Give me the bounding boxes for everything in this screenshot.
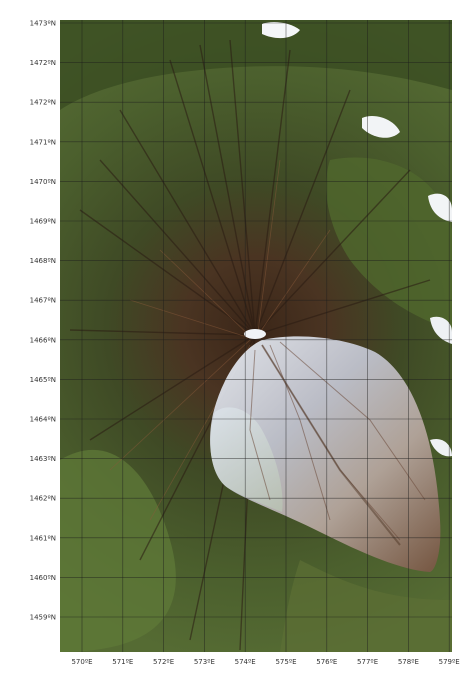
ash-gullies — [249, 341, 426, 541]
latitude-tick-label: 1460ºN — [30, 574, 56, 582]
latitude-tick-label: 1467ºN — [30, 297, 56, 305]
longitude-tick-label: 576ºE — [316, 658, 337, 666]
longitude-tick-label: 579ºE — [439, 658, 460, 666]
ash-deposit-west-lobe — [210, 407, 283, 512]
imagery-layer — [60, 20, 452, 652]
longitude-tick-label: 575ºE — [275, 658, 296, 666]
main-lahar-channel — [261, 344, 401, 546]
latitude-tick-label: 1468ºN — [30, 257, 56, 265]
cloud-north — [262, 22, 300, 39]
latitude-tick-label: 1464ºN — [30, 416, 56, 424]
longitude-tick-label: 570ºE — [71, 658, 92, 666]
latitude-tick-label: 1471ºN — [30, 138, 56, 146]
cloud-east-3 — [430, 438, 452, 457]
latitude-tick-label: 1465ºN — [30, 376, 56, 384]
lowland-vegetation-se — [280, 560, 452, 652]
cloud-east-1 — [428, 193, 452, 222]
lowland-vegetation-sw — [60, 449, 176, 652]
longitude-labels: 570ºE 571ºE 572ºE 573ºE 574ºE 575ºE 576ºE 577ºE… — [71, 658, 459, 666]
cloud-east-2 — [430, 316, 452, 344]
latitude-tick-label: 1466ºN — [30, 336, 56, 344]
longitude-tick-label: 572ºE — [153, 658, 174, 666]
latitude-tick-label: 1459ºN — [30, 614, 56, 622]
longitude-tick-label: 578ºE — [398, 658, 419, 666]
latitude-tick-label: 1472ºN — [30, 99, 56, 107]
northern-forest — [60, 20, 452, 110]
longitude-tick-label: 577ºE — [357, 658, 378, 666]
latitude-tick-label: 1469ºN — [30, 218, 56, 226]
longitude-tick-label: 574ºE — [235, 658, 256, 666]
cloud-ne-1 — [362, 115, 400, 138]
coordinate-grid — [60, 20, 452, 652]
latitude-tick-label: 1463ºN — [30, 455, 56, 463]
lowland-vegetation-ne — [326, 157, 452, 330]
latitude-tick-label: 1470ºN — [30, 178, 56, 186]
latitude-labels: 1473ºN 1472ºN 1472ºN 1471ºN 1470ºN 1469ºN 1468… — [30, 20, 56, 622]
longitude-tick-label: 571ºE — [112, 658, 133, 666]
latitude-tick-label: 1473ºN — [30, 20, 56, 28]
latitude-tick-label: 1461ºN — [30, 534, 56, 542]
longitude-tick-label: 573ºE — [194, 658, 215, 666]
ash-deposit-overlay — [210, 336, 441, 572]
latitude-tick-label: 1472ºN — [30, 59, 56, 67]
summit-crater — [244, 329, 266, 339]
latitude-tick-label: 1462ºN — [30, 495, 56, 503]
